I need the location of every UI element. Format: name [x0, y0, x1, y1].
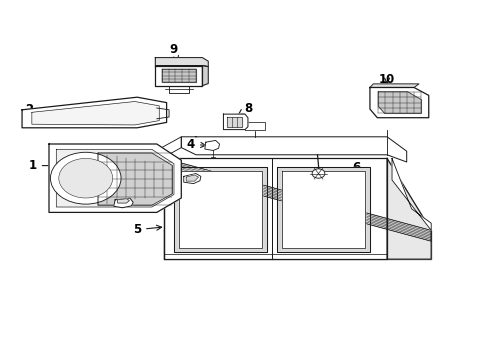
Polygon shape: [387, 158, 431, 259]
Polygon shape: [392, 158, 431, 230]
Text: 5: 5: [133, 223, 162, 236]
Polygon shape: [227, 117, 242, 127]
Polygon shape: [370, 87, 429, 118]
Polygon shape: [164, 158, 387, 259]
Polygon shape: [118, 199, 129, 203]
Text: 7: 7: [162, 181, 181, 194]
Polygon shape: [56, 149, 174, 207]
Polygon shape: [164, 158, 431, 241]
Text: 4: 4: [187, 138, 206, 150]
Polygon shape: [370, 84, 419, 87]
Polygon shape: [114, 198, 133, 208]
Polygon shape: [202, 66, 208, 86]
Text: 8: 8: [239, 102, 252, 114]
Circle shape: [312, 169, 325, 178]
Polygon shape: [155, 58, 208, 67]
Polygon shape: [155, 66, 202, 86]
Polygon shape: [49, 144, 181, 212]
Polygon shape: [164, 230, 431, 259]
Polygon shape: [184, 174, 201, 184]
Polygon shape: [98, 153, 172, 205]
Polygon shape: [162, 137, 181, 158]
Circle shape: [50, 152, 121, 204]
Polygon shape: [181, 137, 407, 162]
Polygon shape: [179, 171, 262, 248]
Polygon shape: [223, 114, 248, 130]
Polygon shape: [174, 167, 267, 252]
Text: 10: 10: [379, 73, 395, 86]
Polygon shape: [378, 92, 421, 113]
Polygon shape: [205, 140, 220, 150]
Polygon shape: [162, 69, 196, 82]
Polygon shape: [282, 171, 365, 248]
Text: 1: 1: [28, 159, 59, 172]
Polygon shape: [186, 175, 198, 181]
Text: 6: 6: [331, 161, 360, 174]
Polygon shape: [22, 97, 167, 128]
Text: 2: 2: [25, 103, 55, 116]
Polygon shape: [245, 122, 265, 130]
Text: 9: 9: [170, 43, 178, 62]
Polygon shape: [277, 167, 370, 252]
Circle shape: [59, 158, 113, 198]
Polygon shape: [32, 102, 159, 125]
Text: 3: 3: [85, 202, 110, 215]
